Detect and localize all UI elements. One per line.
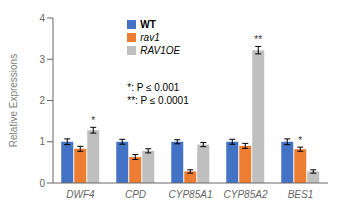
html-text:WT: WT: [140, 19, 156, 30]
svg-text:Relative Expressions: Relative Expressions: [8, 54, 19, 147]
svg-text:3: 3: [39, 54, 45, 65]
svg-text:BES1: BES1: [288, 189, 314, 200]
svg-text:*: *: [91, 115, 95, 126]
svg-text:CYP85A2: CYP85A2: [224, 189, 268, 200]
svg-text:**: **: [254, 34, 262, 45]
html-text:RAV1OE: RAV1OE: [140, 45, 181, 56]
html-text:*: P ≤ 0.001: *: P ≤ 0.001: [127, 81, 180, 93]
svg-text:CPD: CPD: [125, 189, 146, 200]
html-text:**: P ≤ 0.0001: **: P ≤ 0.0001: [127, 94, 189, 106]
svg-text:4: 4: [39, 13, 45, 24]
svg-text:1: 1: [39, 136, 45, 147]
svg-text:2: 2: [39, 95, 45, 106]
html-text:rav1: rav1: [140, 32, 160, 43]
svg-text:0: 0: [39, 178, 45, 189]
svg-text:*: *: [298, 135, 302, 146]
svg-text:CYP85A1: CYP85A1: [169, 189, 213, 200]
svg-text:DWF4: DWF4: [66, 189, 95, 200]
